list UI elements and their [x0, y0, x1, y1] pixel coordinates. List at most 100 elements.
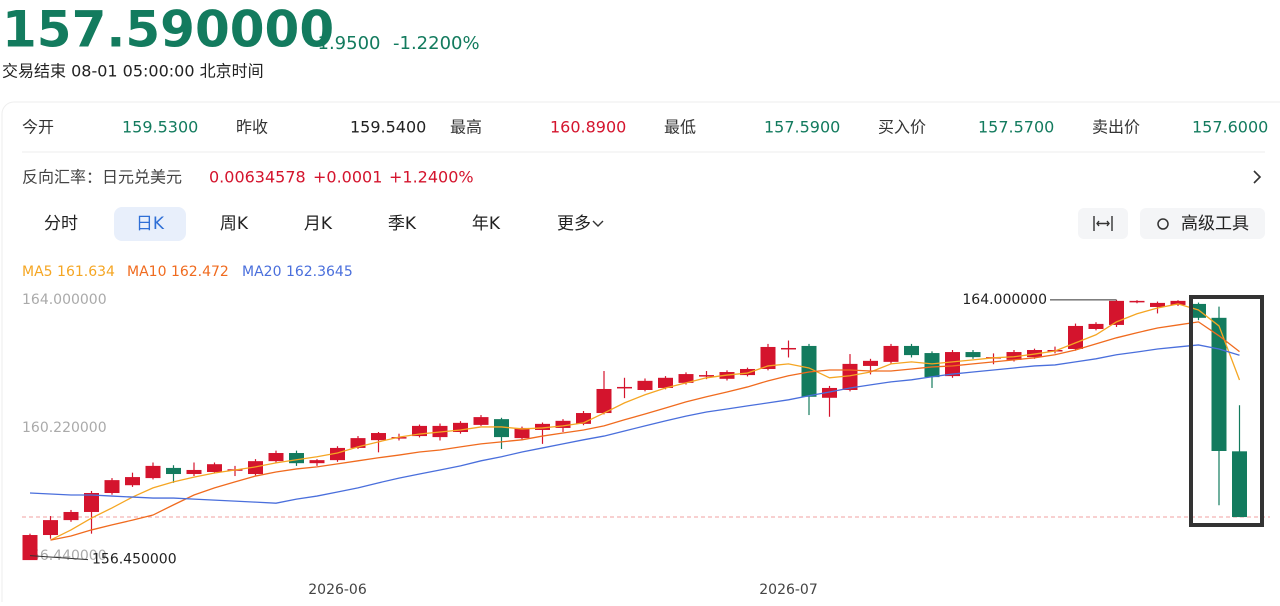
reverse-change-pct: +1.2400% — [389, 168, 474, 187]
stat-label: 买入价 — [878, 118, 926, 137]
min-marker — [29, 555, 89, 561]
status: 交易结束 08-01 05:00:00 北京时间 — [2, 62, 264, 81]
candle-body — [842, 363, 858, 390]
candle-body — [125, 477, 140, 486]
candle-body — [760, 346, 776, 369]
stat-label: 最低 — [664, 118, 696, 137]
candle-body — [1109, 300, 1124, 325]
card — [1, 101, 1280, 606]
candle-body — [924, 353, 940, 378]
legend-entry: MA10 162.472 — [127, 264, 229, 280]
candle-body — [391, 437, 407, 439]
candle-body — [1129, 300, 1145, 303]
legend: MA5 161.634 MA10 162.472 MA20 162.3645 — [22, 264, 353, 280]
candle-body — [1232, 451, 1247, 518]
ma-line — [29, 344, 1240, 504]
tab[interactable]: 季K — [388, 214, 417, 234]
candle-body — [330, 447, 345, 461]
fit-icon — [1093, 216, 1113, 231]
stat-value: 157.5700 — [978, 118, 1054, 137]
candle-body — [412, 425, 427, 437]
candle-body — [248, 461, 263, 475]
candle-body — [658, 377, 673, 388]
y-tick-label: 156.440000 — [22, 548, 107, 564]
candle-body — [371, 433, 386, 441]
candle-body — [904, 345, 919, 356]
candle-body — [740, 368, 755, 376]
candle-body — [84, 493, 99, 512]
candle-body — [637, 380, 653, 390]
tools-icon — [1157, 218, 1169, 230]
active-tab-bg — [114, 207, 186, 241]
candle-body — [576, 413, 591, 424]
stat-label: 最高 — [450, 118, 482, 137]
legend-value: 161.634 — [57, 264, 115, 280]
stat-value: 157.6000 — [1192, 118, 1268, 137]
candle-body — [801, 345, 817, 397]
legend-value: 162.3645 — [286, 264, 353, 280]
stat-value: 157.5900 — [764, 118, 840, 137]
candle-body — [965, 352, 981, 358]
candle-body — [43, 520, 58, 536]
tools-label: 高级工具 — [1181, 214, 1249, 234]
tab[interactable]: 月K — [304, 214, 333, 234]
ma-line — [50, 321, 1240, 541]
candle-body — [1170, 300, 1186, 305]
tab[interactable]: 日K — [136, 214, 165, 234]
reverse-label: 反向汇率：日元兑美元 — [22, 168, 182, 187]
candle-body — [1088, 323, 1104, 329]
highlight-box — [1189, 295, 1264, 527]
candle-body — [494, 419, 509, 438]
chevron-right[interactable] — [1253, 170, 1262, 184]
candle-chart: 164.000000 160.220000 156.440000 2026-06 202… — [22, 292, 1270, 598]
tools-button[interactable] — [1140, 208, 1265, 239]
candle-body — [1068, 325, 1083, 349]
legend-name: MA20 — [242, 264, 281, 280]
reverse-change: +0.0001 — [313, 168, 382, 187]
change-pct: -1.2200% — [393, 33, 480, 54]
candle-body — [1211, 317, 1227, 451]
candle-body — [699, 375, 714, 377]
candle-body — [289, 453, 304, 464]
candle-body — [883, 345, 899, 362]
tab[interactable]: 分时 — [44, 214, 78, 234]
candle-body — [1150, 302, 1165, 307]
stat-label: 今开 — [22, 118, 54, 137]
stat-value: 160.8900 — [550, 118, 626, 137]
candle-body — [207, 464, 222, 472]
candle-body — [945, 352, 960, 377]
candle-body — [1006, 352, 1022, 360]
legend-name: MA5 — [22, 264, 53, 280]
stat-value: 159.5300 — [122, 118, 198, 137]
tabs: 分时 日K 周K 月K 季K 年K 更多 — [44, 214, 591, 234]
candle-body — [22, 535, 38, 561]
candle-body — [617, 386, 632, 389]
stats-row: 今开 159.5300 昨收 159.5400 最高 160.8900 最低 157.5900… — [22, 118, 1268, 137]
min-label: 156.450000 — [92, 552, 177, 568]
max-label: 164.000000 — [962, 292, 1047, 308]
candle-body — [1191, 303, 1206, 318]
candle-body — [863, 360, 878, 366]
reverse-value: 0.00634578 — [209, 168, 306, 187]
candle-body — [596, 388, 612, 414]
more-chevron — [592, 220, 604, 227]
candle-body — [186, 469, 202, 475]
price: 157.590000 — [2, 1, 334, 59]
x-tick-label: 2026-06 — [308, 582, 367, 598]
tab[interactable]: 更多 — [557, 214, 591, 234]
legend-entry: MA5 161.634 — [22, 264, 115, 280]
tab[interactable]: 周K — [220, 214, 249, 234]
candle-body — [145, 465, 161, 479]
legend-entry: MA20 162.3645 — [242, 264, 353, 280]
candle-body — [350, 438, 366, 448]
stat-value: 159.5400 — [350, 118, 426, 137]
candle-body — [453, 422, 468, 433]
tab[interactable]: 年K — [472, 214, 501, 234]
candle-body — [514, 427, 530, 439]
change: -1.9500 — [311, 33, 380, 54]
y-tick-label: 160.220000 — [22, 420, 107, 436]
stat-label: 卖出价 — [1092, 118, 1140, 137]
candle-body — [104, 480, 120, 493]
candle-body — [781, 347, 796, 350]
